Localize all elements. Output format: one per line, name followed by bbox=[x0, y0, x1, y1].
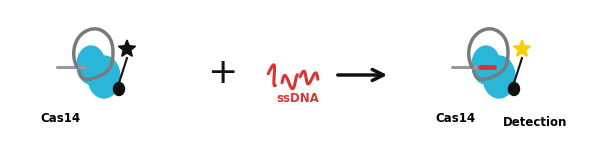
Text: Detection: Detection bbox=[503, 116, 567, 129]
Text: Cas14: Cas14 bbox=[435, 111, 475, 124]
Ellipse shape bbox=[113, 82, 125, 96]
Ellipse shape bbox=[77, 46, 105, 84]
Ellipse shape bbox=[472, 46, 500, 84]
Polygon shape bbox=[514, 40, 530, 56]
Ellipse shape bbox=[509, 82, 520, 96]
Text: Cas14: Cas14 bbox=[40, 111, 80, 124]
Text: +: + bbox=[207, 56, 237, 90]
Polygon shape bbox=[118, 40, 136, 56]
Text: ssDNA: ssDNA bbox=[277, 92, 319, 105]
Ellipse shape bbox=[483, 56, 515, 98]
Ellipse shape bbox=[88, 56, 120, 98]
